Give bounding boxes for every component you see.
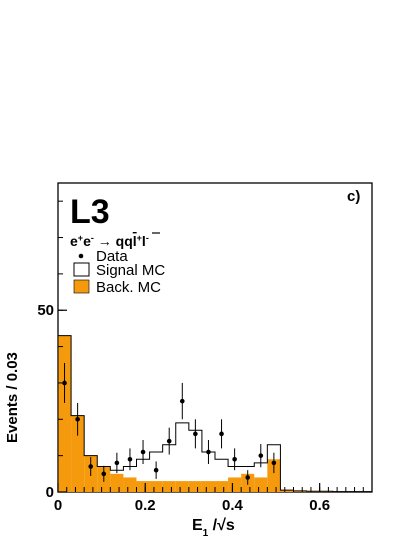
background-mc-bars — [58, 335, 372, 492]
background-bar — [162, 481, 176, 492]
x-axis-label: E1 /√s — [192, 517, 235, 539]
x-axis-label-text: E1 /√s — [192, 517, 235, 539]
legend-label: Back. MC — [96, 279, 161, 296]
y-tick-label: 50 — [37, 302, 54, 319]
data-point — [62, 380, 67, 386]
x-tick-label: 0.4 — [222, 497, 244, 514]
y-axis-label: Events / 0.03 — [4, 352, 21, 443]
background-bar — [58, 335, 72, 492]
data-point — [140, 449, 146, 455]
experiment-label: L3 — [70, 193, 110, 231]
data-point — [232, 456, 237, 462]
data-point — [101, 471, 107, 477]
y-tick-label: 0 — [46, 484, 54, 501]
background-bar — [110, 473, 124, 492]
x-tick-label: 0.2 — [135, 497, 156, 514]
background-bar — [228, 477, 242, 492]
plot-frame — [57, 182, 373, 493]
data-point — [245, 475, 251, 480]
legend-background-box — [73, 279, 90, 294]
background-bar — [267, 459, 281, 492]
x-tick-label: 0 — [54, 497, 62, 514]
background-bar — [215, 481, 229, 492]
legend-label: Signal MC — [96, 262, 165, 279]
background-bar — [71, 415, 85, 492]
data-point — [271, 460, 277, 466]
process-text: e+e- → qql+l- — [70, 233, 149, 249]
data-point — [114, 460, 120, 466]
data-point — [153, 467, 159, 473]
data-point — [88, 464, 94, 469]
x-tick-label: 0.6 — [309, 497, 330, 514]
data-point — [258, 453, 264, 458]
background-bar — [280, 490, 294, 492]
data-points — [62, 362, 277, 485]
background-bar — [254, 477, 268, 492]
data-point — [166, 438, 172, 444]
data-point — [219, 431, 224, 437]
legend-label: Data — [96, 248, 128, 265]
background-bar — [136, 481, 150, 492]
data-point — [75, 416, 80, 422]
process-label: e+e- → qql+l- — [70, 232, 160, 249]
data-point — [193, 431, 198, 437]
background-bar — [293, 490, 307, 492]
legend-signal-box — [73, 262, 90, 277]
legend-data-marker — [78, 253, 84, 259]
panel-label: c) — [347, 188, 360, 205]
background-bar — [201, 481, 215, 492]
background-bar — [175, 481, 189, 492]
data-point — [179, 398, 185, 404]
background-bar — [123, 477, 137, 492]
data-point — [206, 449, 211, 455]
background-bar — [188, 481, 202, 492]
background-bar — [149, 481, 163, 492]
data-point — [127, 456, 133, 462]
